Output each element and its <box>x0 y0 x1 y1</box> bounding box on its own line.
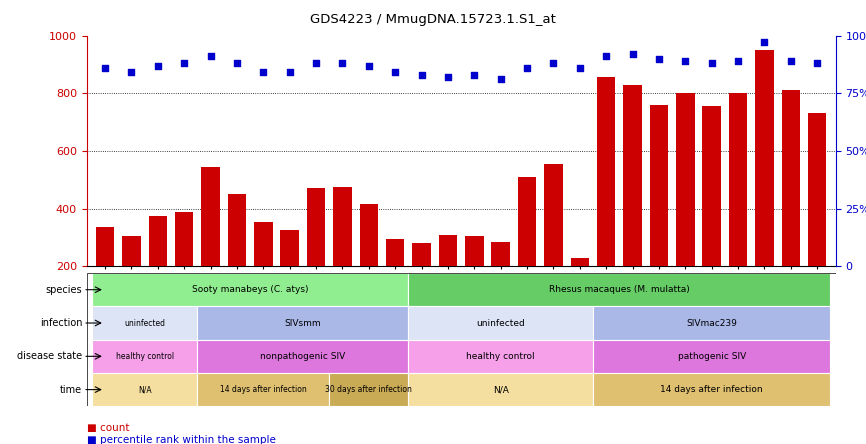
Text: uninfected: uninfected <box>476 318 525 328</box>
Text: infection: infection <box>40 318 82 328</box>
Bar <box>92 306 197 340</box>
Text: healthy control: healthy control <box>115 352 174 361</box>
Point <box>652 55 666 62</box>
Bar <box>92 373 197 406</box>
Bar <box>571 258 589 266</box>
Point <box>415 71 429 78</box>
Bar <box>122 236 140 266</box>
Text: time: time <box>60 385 82 395</box>
Point <box>125 69 139 76</box>
Point <box>151 62 165 69</box>
Text: species: species <box>46 285 82 295</box>
Bar <box>359 204 378 266</box>
Text: disease state: disease state <box>17 351 82 361</box>
Text: N/A: N/A <box>138 385 152 394</box>
Bar <box>307 189 326 266</box>
Bar <box>409 273 830 306</box>
Point <box>573 64 587 71</box>
Point <box>811 59 824 67</box>
Point <box>731 57 745 64</box>
Point <box>705 59 719 67</box>
Bar <box>439 235 457 266</box>
Text: 30 days after infection: 30 days after infection <box>326 385 412 394</box>
Text: uninfected: uninfected <box>124 318 165 328</box>
Point <box>309 59 323 67</box>
Bar <box>197 340 409 373</box>
Text: nonpathogenic SIV: nonpathogenic SIV <box>261 352 346 361</box>
Bar <box>409 373 593 406</box>
Bar <box>650 105 669 266</box>
Bar <box>593 306 830 340</box>
Text: GDS4223 / MmugDNA.15723.1.S1_at: GDS4223 / MmugDNA.15723.1.S1_at <box>310 13 556 26</box>
Point <box>204 53 217 60</box>
Bar <box>593 340 830 373</box>
Point <box>520 64 534 71</box>
Point <box>468 71 481 78</box>
Text: N/A: N/A <box>493 385 508 394</box>
Bar <box>197 373 329 406</box>
Point <box>625 51 639 58</box>
Bar <box>281 230 299 266</box>
Point <box>441 74 455 81</box>
Bar <box>197 306 409 340</box>
Text: 14 days after infection: 14 days after infection <box>661 385 763 394</box>
Bar <box>465 236 483 266</box>
Text: SIVmac239: SIVmac239 <box>686 318 737 328</box>
Bar <box>175 212 193 266</box>
Text: healthy control: healthy control <box>467 352 535 361</box>
Bar <box>228 194 246 266</box>
Bar <box>597 77 616 266</box>
Text: SIVsmm: SIVsmm <box>285 318 321 328</box>
Point <box>758 39 772 46</box>
Bar <box>149 216 167 266</box>
Point <box>388 69 402 76</box>
Point <box>335 59 349 67</box>
Point <box>98 64 112 71</box>
Point <box>256 69 270 76</box>
Bar <box>782 91 800 266</box>
Bar <box>702 106 721 266</box>
Bar <box>333 187 352 266</box>
Point <box>178 59 191 67</box>
Bar <box>412 243 430 266</box>
Bar <box>386 239 404 266</box>
Bar <box>92 273 409 306</box>
Bar <box>329 373 409 406</box>
Text: 14 days after infection: 14 days after infection <box>220 385 307 394</box>
Text: Sooty manabeys (C. atys): Sooty manabeys (C. atys) <box>192 285 308 294</box>
Bar <box>409 306 593 340</box>
Bar <box>729 93 747 266</box>
Bar <box>409 340 593 373</box>
Text: pathogenic SIV: pathogenic SIV <box>677 352 746 361</box>
Point <box>784 57 798 64</box>
Point <box>599 53 613 60</box>
Point <box>283 69 297 76</box>
Point <box>678 57 692 64</box>
Text: Rhesus macaques (M. mulatta): Rhesus macaques (M. mulatta) <box>549 285 690 294</box>
Bar <box>254 222 273 266</box>
Bar <box>544 164 563 266</box>
Bar <box>624 85 642 266</box>
Bar <box>593 373 830 406</box>
Point <box>494 76 507 83</box>
Point <box>230 59 244 67</box>
Point <box>362 62 376 69</box>
Bar <box>96 227 114 266</box>
Bar <box>518 177 536 266</box>
Bar <box>492 242 510 266</box>
Bar <box>808 114 826 266</box>
Point <box>546 59 560 67</box>
Bar <box>92 340 197 373</box>
Bar <box>676 93 695 266</box>
Bar <box>201 167 220 266</box>
Text: ■ percentile rank within the sample: ■ percentile rank within the sample <box>87 435 275 444</box>
Bar <box>755 50 773 266</box>
Text: ■ count: ■ count <box>87 424 129 433</box>
